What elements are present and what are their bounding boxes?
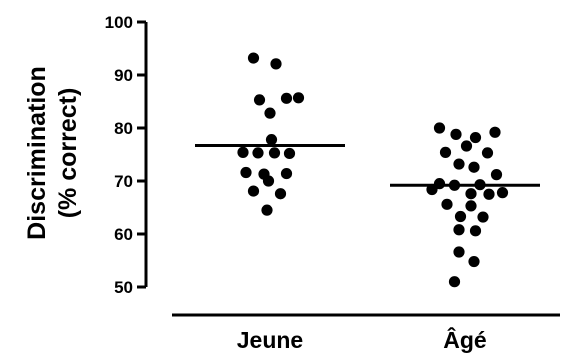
data-point-2-3 [469,131,482,144]
y-tick-label-80: 80 [114,119,133,138]
data-point-2-14 [426,183,438,196]
data-point-1-9 [252,147,264,159]
data-point-1-18 [261,204,273,216]
data-point-1-11 [283,147,296,160]
category-labels: Jeune Âgé [237,326,487,353]
data-point-1-7 [265,134,278,146]
data-point-1-16 [247,185,260,197]
y-tick-label-90: 90 [114,66,133,85]
data-point-1-8 [237,146,249,158]
data-point-1-2 [270,58,282,70]
data-point-2-16 [483,188,495,200]
data-point-2-17 [496,187,509,199]
y-axis-ticks: 50 60 70 80 90 100 [105,13,146,297]
y-axis-title-line1: Discrimination [23,66,51,240]
y-axis-title-line2: (% correct) [54,88,82,219]
data-point-1-6 [264,107,276,119]
data-point-2-15 [465,188,477,200]
data-point-1-12 [240,166,252,179]
data-point-2-2 [450,128,462,140]
data-point-2-5 [460,140,473,152]
data-point-1-4 [280,92,293,104]
data-point-2-6 [439,146,452,158]
data-point-1-1 [247,52,260,64]
data-point-2-22 [453,224,465,236]
data-point-2-21 [477,211,489,223]
data-point-2-12 [448,179,461,191]
data-point-2-10 [490,169,503,181]
mean-lines [195,143,540,187]
data-point-2-18 [441,198,453,210]
y-tick-label-50: 50 [114,278,133,297]
y-tick-label-100: 100 [105,13,133,32]
data-point-2-24 [453,246,465,258]
data-point-2-4 [489,126,501,138]
data-point-2-7 [481,147,494,159]
data-point-1-15 [262,175,275,187]
data-point-1-14 [280,167,293,180]
data-point-2-25 [468,255,480,268]
data-point-2-20 [454,210,467,223]
data-point-1-10 [268,147,281,159]
data-point-2-23 [469,225,482,237]
data-point-1-5 [292,92,305,104]
y-tick-label-60: 60 [114,225,133,244]
y-tick-label-70: 70 [114,172,133,191]
data-point-2-1 [433,122,446,134]
data-point-1-17 [274,188,287,200]
category-label-2: Âgé [443,326,486,353]
data-point-1-3 [253,94,266,106]
data-point-2-13 [474,179,486,191]
category-label-1: Jeune [237,327,303,353]
data-point-2-26 [448,276,461,288]
data-point-2-19 [465,200,477,212]
data-point-2-9 [468,161,480,173]
data-points [237,52,509,288]
data-point-2-8 [453,158,465,170]
